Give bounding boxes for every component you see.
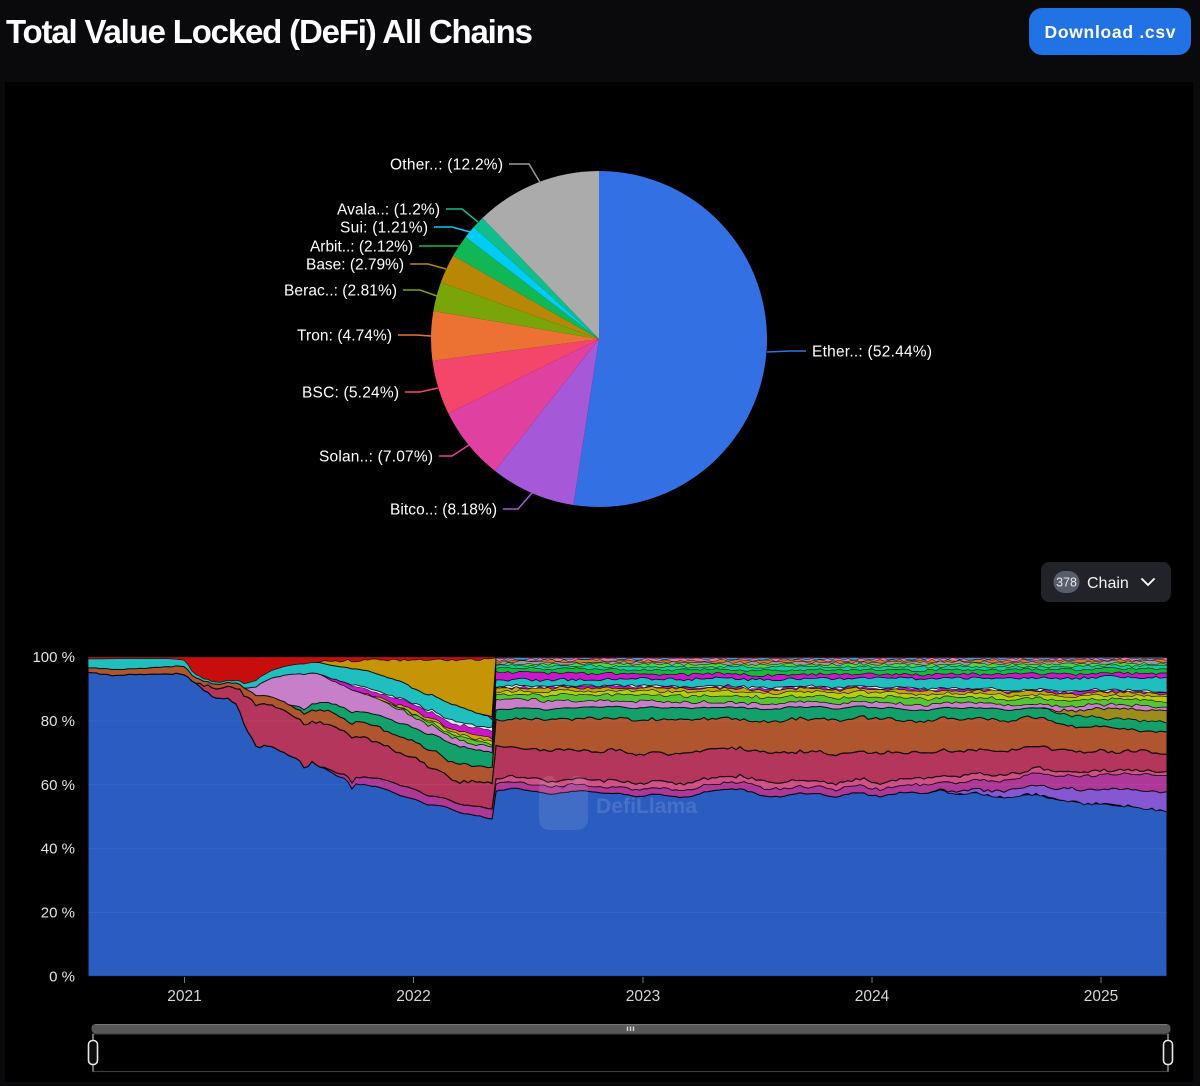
svg-text:60 %: 60 %: [41, 777, 75, 794]
svg-text:Berac..: (2.81%): Berac..: (2.81%): [284, 283, 397, 300]
svg-text:20 %: 20 %: [41, 905, 75, 922]
svg-text:80 %: 80 %: [41, 713, 75, 730]
svg-text:2022: 2022: [396, 988, 430, 1005]
svg-text:Sui: (1.21%): Sui: (1.21%): [340, 220, 428, 237]
svg-text:Arbit..: (2.12%): Arbit..: (2.12%): [310, 239, 413, 256]
svg-text:BSC: (5.24%): BSC: (5.24%): [302, 385, 399, 402]
svg-text:Other..: (12.2%): Other..: (12.2%): [390, 157, 503, 174]
svg-text:Avala..: (1.2%): Avala..: (1.2%): [337, 202, 440, 219]
svg-text:DefiLlama: DefiLlama: [596, 795, 697, 818]
svg-text:Bitco..: (8.18%): Bitco..: (8.18%): [390, 502, 497, 519]
svg-text:0 %: 0 %: [49, 969, 75, 986]
svg-text:378: 378: [1056, 576, 1077, 590]
svg-text:2023: 2023: [626, 988, 660, 1005]
svg-text:2025: 2025: [1084, 988, 1118, 1005]
svg-text:Solan..: (7.07%): Solan..: (7.07%): [319, 449, 433, 466]
svg-text:2024: 2024: [855, 988, 890, 1005]
svg-text:Ether..: (52.44%): Ether..: (52.44%): [812, 344, 932, 361]
svg-text:Tron: (4.74%): Tron: (4.74%): [297, 328, 392, 345]
svg-text:Download .csv: Download .csv: [1045, 22, 1176, 42]
svg-text:Base: (2.79%): Base: (2.79%): [306, 257, 404, 274]
svg-text:40 %: 40 %: [41, 841, 75, 858]
svg-text:Chain: Chain: [1087, 575, 1129, 592]
svg-text:2021: 2021: [167, 988, 201, 1005]
svg-text:100 %: 100 %: [32, 649, 75, 666]
svg-text:Total Value Locked (DeFi) All: Total Value Locked (DeFi) All Chains: [6, 13, 533, 50]
